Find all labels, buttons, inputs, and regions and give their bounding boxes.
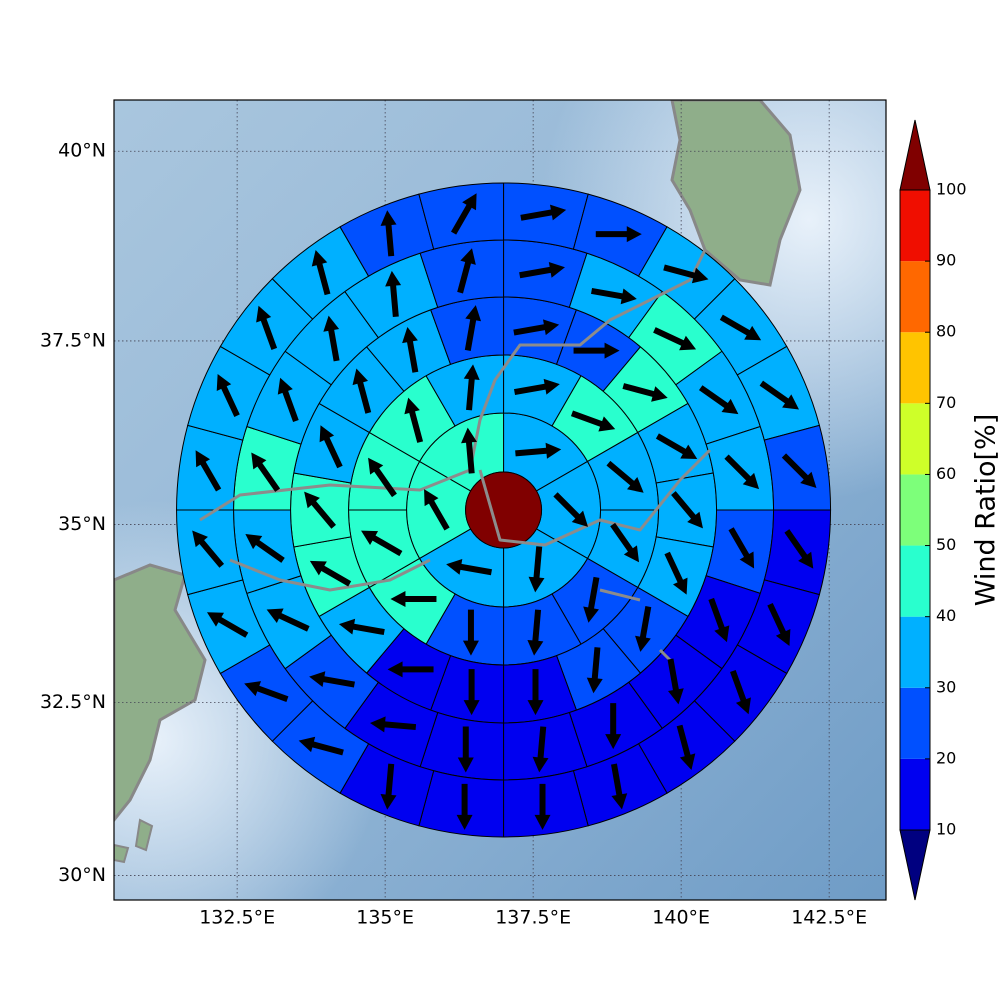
x-tick-label: 132.5°E [199,907,275,929]
colorbar-tick-label: 80 [936,322,956,341]
center-disk [466,472,542,548]
colorbar-over [900,120,930,190]
sector [504,771,589,837]
colorbar-tick-label: 40 [936,606,956,625]
colorbar-tick-label: 20 [936,748,956,767]
sector [764,510,830,595]
x-tick-label: 140°E [652,907,710,929]
colorbar-tick-label: 10 [936,820,956,839]
colorbar-tick-label: 50 [936,535,956,554]
y-tick-label: 37.5°N [40,329,106,351]
map-background [114,100,886,900]
y-tick-label: 40°N [58,140,106,162]
colorbar-segment [900,403,930,474]
colorbar-segment [900,190,930,261]
y-tick-label: 32.5°N [40,691,106,713]
colorbar-segment [900,759,930,830]
colorbar-tick-label: 100 [936,180,967,199]
x-tick-label: 142.5°E [791,907,867,929]
x-tick-label: 137.5°E [495,907,571,929]
y-tick-label: 30°N [58,864,106,886]
colorbar-label: Wind Ratio[%] [971,414,1000,606]
x-tick-label: 135°E [356,907,414,929]
colorbar-segment [900,332,930,403]
colorbar-tick-label: 30 [936,677,956,696]
colorbar-segment [900,688,930,759]
colorbar-tick-label: 90 [936,251,956,270]
colorbar-segment [900,617,930,688]
colorbar-under [900,830,930,900]
sector [177,425,243,510]
sectors [177,183,831,837]
y-tick-label: 35°N [58,513,106,535]
colorbar-segment [900,546,930,617]
colorbar-tick-label: 60 [936,464,956,483]
colorbar-tick-label: 70 [936,393,956,412]
colorbar-segment [900,261,930,332]
colorbar-segment [900,474,930,545]
sector [419,771,504,837]
colorbar: 10 20 30 40 50 60 70 80 90 100 [900,120,967,900]
